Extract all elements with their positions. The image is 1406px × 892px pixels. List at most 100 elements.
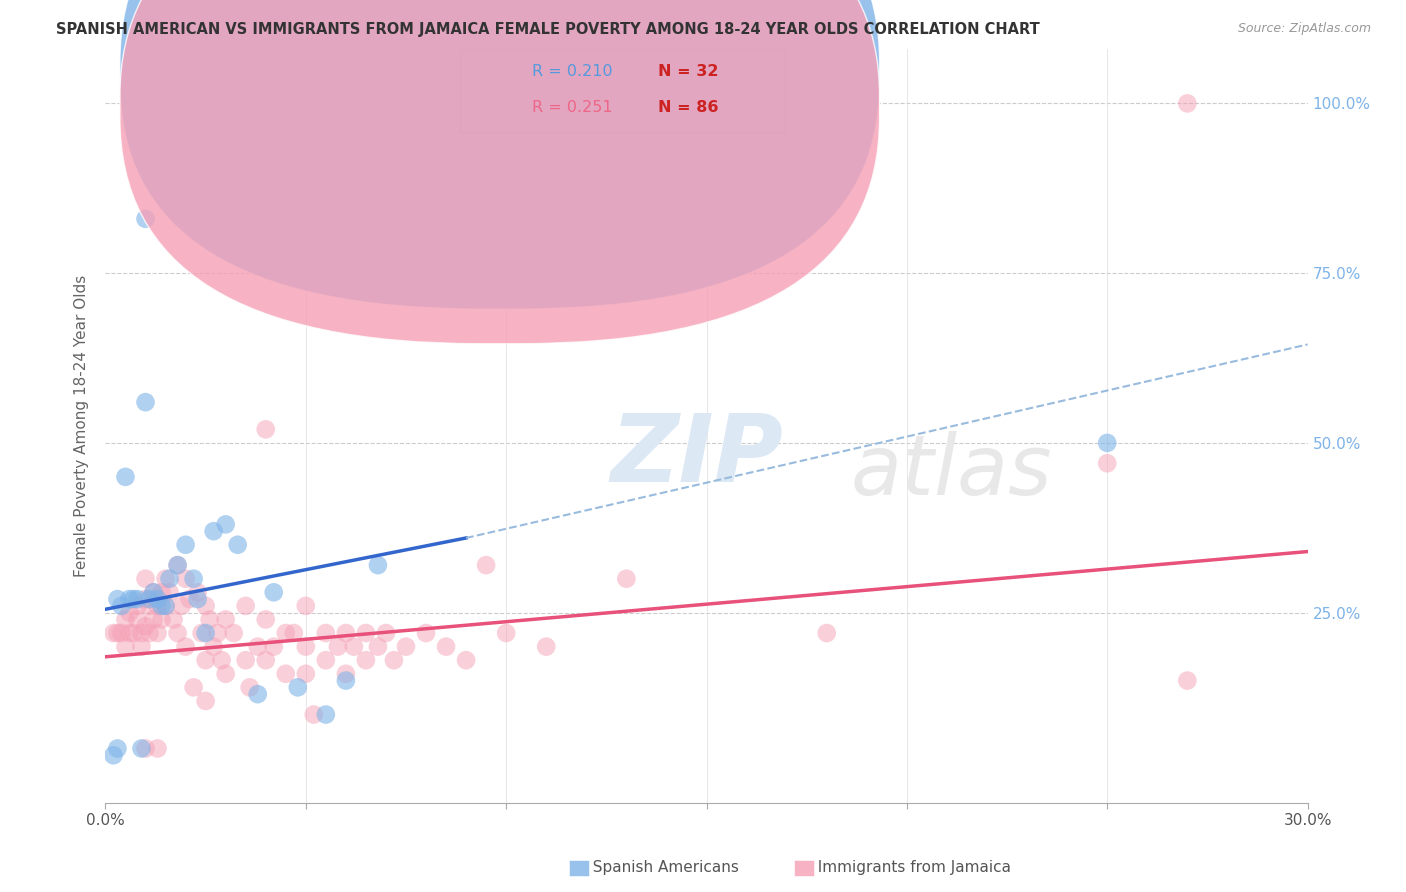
- Text: ZIP: ZIP: [610, 410, 783, 502]
- Point: [142, 585, 165, 599]
- Point: [254, 653, 277, 667]
- Point: [107, 592, 129, 607]
- FancyBboxPatch shape: [120, 0, 880, 310]
- Point: [122, 626, 145, 640]
- Text: Spanish Americans: Spanish Americans: [583, 860, 740, 874]
- Point: [142, 585, 165, 599]
- Point: [142, 612, 165, 626]
- Point: [194, 626, 217, 640]
- Point: [246, 640, 269, 654]
- Point: [135, 741, 157, 756]
- Point: [315, 707, 337, 722]
- Point: [354, 626, 377, 640]
- Point: [170, 599, 193, 613]
- Point: [616, 572, 638, 586]
- Point: [274, 626, 297, 640]
- Point: [127, 592, 149, 607]
- Point: [135, 211, 157, 226]
- Point: [146, 592, 169, 607]
- Point: [335, 673, 357, 688]
- Point: [135, 572, 157, 586]
- Point: [226, 538, 249, 552]
- Point: [374, 626, 398, 640]
- Point: [146, 599, 169, 613]
- Point: [127, 612, 149, 626]
- Point: [146, 741, 169, 756]
- Point: [110, 599, 132, 613]
- Point: [239, 681, 262, 695]
- Point: [135, 592, 157, 607]
- Point: [183, 572, 205, 586]
- Point: [198, 612, 221, 626]
- Point: [454, 653, 477, 667]
- Point: [131, 640, 153, 654]
- Point: [315, 626, 337, 640]
- Point: [103, 626, 125, 640]
- Text: Source: ZipAtlas.com: Source: ZipAtlas.com: [1237, 22, 1371, 36]
- Point: [162, 612, 184, 626]
- Point: [395, 640, 418, 654]
- Point: [315, 653, 337, 667]
- Point: [138, 592, 160, 607]
- Point: [235, 653, 257, 667]
- Point: [302, 707, 325, 722]
- Point: [114, 612, 136, 626]
- Point: [194, 694, 217, 708]
- Point: [135, 395, 157, 409]
- Point: [194, 653, 217, 667]
- Point: [367, 558, 389, 573]
- Point: [415, 626, 437, 640]
- Point: [174, 572, 197, 586]
- Point: [166, 558, 188, 573]
- Point: [382, 653, 405, 667]
- Point: [283, 626, 305, 640]
- Point: [114, 470, 136, 484]
- Point: [295, 640, 318, 654]
- Point: [107, 626, 129, 640]
- Point: [103, 748, 125, 763]
- Point: [254, 422, 277, 436]
- Point: [138, 626, 160, 640]
- Point: [110, 626, 132, 640]
- Point: [187, 585, 209, 599]
- Point: [1097, 436, 1119, 450]
- Point: [326, 640, 349, 654]
- Point: [159, 572, 181, 586]
- Y-axis label: Female Poverty Among 18-24 Year Olds: Female Poverty Among 18-24 Year Olds: [73, 275, 89, 577]
- Point: [211, 653, 233, 667]
- Point: [138, 599, 160, 613]
- Point: [146, 626, 169, 640]
- Point: [1097, 456, 1119, 470]
- Point: [187, 592, 209, 607]
- Point: [207, 626, 229, 640]
- Point: [475, 558, 498, 573]
- Text: Immigrants from Jamaica: Immigrants from Jamaica: [808, 860, 1011, 874]
- Text: R = 0.251: R = 0.251: [533, 101, 613, 115]
- Text: SPANISH AMERICAN VS IMMIGRANTS FROM JAMAICA FEMALE POVERTY AMONG 18-24 YEAR OLDS: SPANISH AMERICAN VS IMMIGRANTS FROM JAMA…: [56, 22, 1040, 37]
- Point: [495, 626, 517, 640]
- Point: [114, 640, 136, 654]
- Point: [202, 640, 225, 654]
- Point: [343, 640, 366, 654]
- Point: [534, 640, 557, 654]
- Point: [235, 599, 257, 613]
- Point: [122, 592, 145, 607]
- Point: [354, 653, 377, 667]
- Point: [214, 666, 236, 681]
- Point: [179, 592, 201, 607]
- Point: [287, 681, 309, 695]
- Point: [246, 687, 269, 701]
- Point: [155, 599, 177, 613]
- Point: [190, 626, 212, 640]
- Point: [263, 585, 285, 599]
- Point: [127, 599, 149, 613]
- Point: [150, 612, 173, 626]
- Point: [254, 612, 277, 626]
- Point: [174, 538, 197, 552]
- Point: [166, 558, 188, 573]
- Point: [1177, 673, 1199, 688]
- Point: [202, 524, 225, 538]
- Point: [150, 585, 173, 599]
- Text: N = 32: N = 32: [658, 64, 718, 79]
- Point: [274, 666, 297, 681]
